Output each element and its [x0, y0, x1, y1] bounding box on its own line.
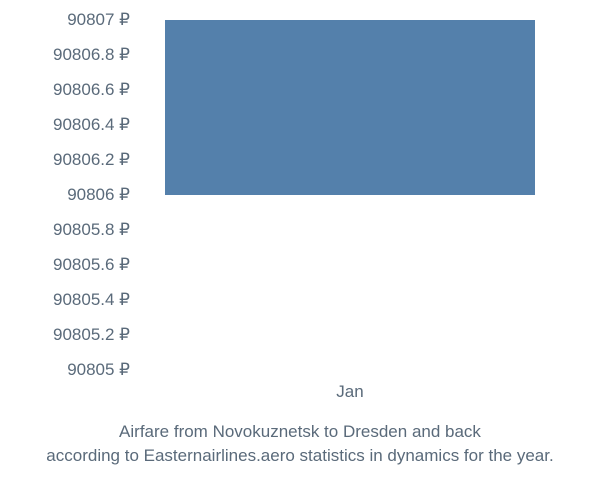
- y-tick-label: 90806.6 ₽: [53, 80, 130, 100]
- bar: [165, 20, 535, 195]
- y-axis-labels: 90807 ₽90806.8 ₽90806.6 ₽90806.4 ₽90806.…: [0, 20, 130, 370]
- y-tick-label: 90805.4 ₽: [53, 290, 130, 310]
- y-tick-label: 90805 ₽: [67, 360, 130, 380]
- y-tick-label: 90806.4 ₽: [53, 115, 130, 135]
- y-tick-label: 90805.6 ₽: [53, 255, 130, 275]
- y-tick-label: 90806.2 ₽: [53, 150, 130, 170]
- y-tick-label: 90807 ₽: [67, 10, 130, 30]
- y-tick-label: 90805.8 ₽: [53, 220, 130, 240]
- x-tick-label: Jan: [336, 382, 363, 402]
- y-tick-label: 90806.8 ₽: [53, 45, 130, 65]
- caption-line-2: according to Easternairlines.aero statis…: [46, 446, 553, 465]
- airfare-bar-chart: 90807 ₽ 90806.8 ₽ 90806.6 ₽ 90806.4 ₽ 90806.…: [0, 0, 600, 500]
- y-tick-label: 90805.2 ₽: [53, 325, 130, 345]
- chart-caption: Airfare from Novokuznetsk to Dresden and…: [0, 420, 600, 468]
- caption-line-1: Airfare from Novokuznetsk to Dresden and…: [119, 422, 481, 441]
- y-tick-label: 90806 ₽: [67, 185, 130, 205]
- plot-area: [140, 20, 560, 370]
